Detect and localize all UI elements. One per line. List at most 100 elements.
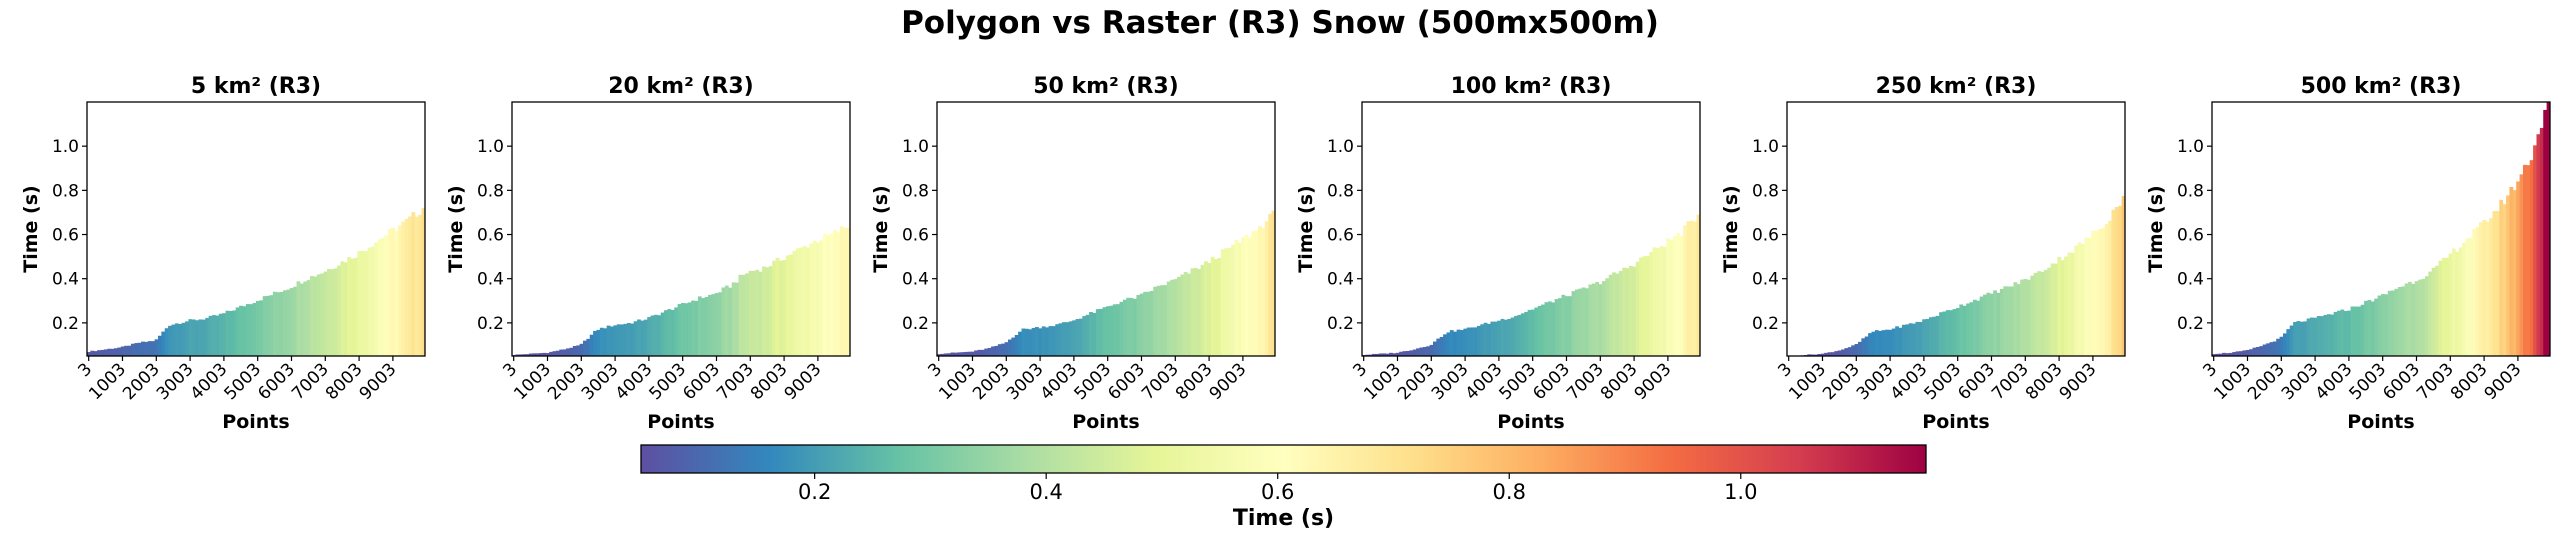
bar xyxy=(2451,248,2456,356)
y-tick-label: 0.8 xyxy=(477,181,504,201)
bar xyxy=(630,323,635,356)
bar xyxy=(110,348,115,356)
bar xyxy=(980,349,985,356)
bar xyxy=(114,348,118,356)
bar xyxy=(1999,288,2004,356)
bar xyxy=(1024,328,1029,356)
bar xyxy=(1918,321,1923,356)
bar xyxy=(384,235,389,356)
bar xyxy=(785,255,790,356)
bar xyxy=(1891,328,1896,356)
bar xyxy=(414,216,419,356)
x-tick-label: 7003 xyxy=(288,359,333,404)
bar xyxy=(1989,293,1994,356)
bar xyxy=(1143,291,1147,356)
bar xyxy=(1541,304,1545,356)
bar xyxy=(235,307,240,356)
bar xyxy=(1915,321,1920,356)
bar xyxy=(1116,304,1120,356)
bar xyxy=(2091,230,2095,356)
colorbar-tick-label: 0.2 xyxy=(798,480,831,504)
bar xyxy=(1109,305,1114,356)
bar xyxy=(718,292,722,356)
bar xyxy=(347,257,352,356)
bar xyxy=(343,262,348,356)
bar xyxy=(1908,323,1913,356)
y-tick-label: 1.0 xyxy=(52,137,79,157)
bar xyxy=(1689,220,1694,356)
bar xyxy=(2249,349,2253,356)
bar xyxy=(2313,317,2318,356)
bar xyxy=(1520,313,1525,356)
bar xyxy=(2465,238,2470,356)
bar xyxy=(1422,346,1427,356)
bar xyxy=(515,354,520,356)
x-axis-label: Points xyxy=(1072,411,1139,433)
bar xyxy=(802,245,807,356)
bar xyxy=(1220,249,1225,356)
bar xyxy=(2543,109,2548,356)
bar xyxy=(337,265,341,356)
bar xyxy=(374,242,379,356)
y-tick-label: 0.4 xyxy=(2177,270,2204,290)
bar xyxy=(1514,315,1518,356)
bar xyxy=(1031,327,1036,356)
bar xyxy=(674,307,679,356)
bar xyxy=(2279,336,2284,356)
bar xyxy=(606,325,611,356)
plot-frame xyxy=(1786,101,2126,357)
bar xyxy=(623,323,628,356)
x-tick-label: 7003 xyxy=(713,359,758,404)
bar xyxy=(670,309,675,356)
bar xyxy=(370,246,375,356)
bar xyxy=(545,353,550,356)
bar xyxy=(262,296,267,356)
bar xyxy=(252,302,257,356)
bar xyxy=(2374,298,2379,356)
bar xyxy=(2104,224,2109,356)
y-tick-label: 1.0 xyxy=(1752,137,1779,157)
bar xyxy=(208,315,213,356)
bar xyxy=(826,234,831,356)
bar xyxy=(1939,312,1943,356)
bar xyxy=(1945,310,1950,356)
bar-series xyxy=(1790,196,2126,356)
bar xyxy=(1463,328,1468,356)
bar xyxy=(987,347,992,356)
x-tick-label: 8003 xyxy=(1597,359,1642,404)
bar xyxy=(340,261,345,356)
bar xyxy=(178,324,183,356)
bar xyxy=(1578,288,1583,356)
x-tick-label: 1003 xyxy=(1360,359,1405,404)
bar xyxy=(185,321,189,356)
bar xyxy=(833,230,837,356)
bar xyxy=(2397,287,2402,356)
bar xyxy=(1412,349,1417,356)
bar xyxy=(2333,311,2338,356)
bar xyxy=(2218,353,2223,356)
bar xyxy=(2323,314,2328,356)
bar xyxy=(1878,330,1883,356)
bar xyxy=(555,350,560,356)
bar xyxy=(748,270,753,356)
subplot-2: 0.2 0.4 0.6 0.8 1.0 3100320033003400350036003… xyxy=(445,74,851,433)
x-tick-label: 9003 xyxy=(356,359,401,404)
bar xyxy=(1888,329,1893,356)
bar xyxy=(1810,354,1815,356)
bar xyxy=(2509,186,2514,356)
bar xyxy=(1214,259,1218,356)
bar xyxy=(1173,279,1178,356)
y-tick-label: 0.8 xyxy=(52,181,79,201)
bar-series xyxy=(2212,102,2551,357)
bar xyxy=(1258,226,1262,356)
bar xyxy=(562,349,567,356)
bar xyxy=(1183,272,1188,356)
bar xyxy=(323,271,328,356)
bar xyxy=(640,320,645,356)
bar xyxy=(1133,298,1137,356)
bar xyxy=(2391,290,2395,356)
bar xyxy=(1635,261,1640,356)
bar xyxy=(782,260,787,356)
bar xyxy=(1693,221,1698,356)
bar xyxy=(1537,305,1542,356)
